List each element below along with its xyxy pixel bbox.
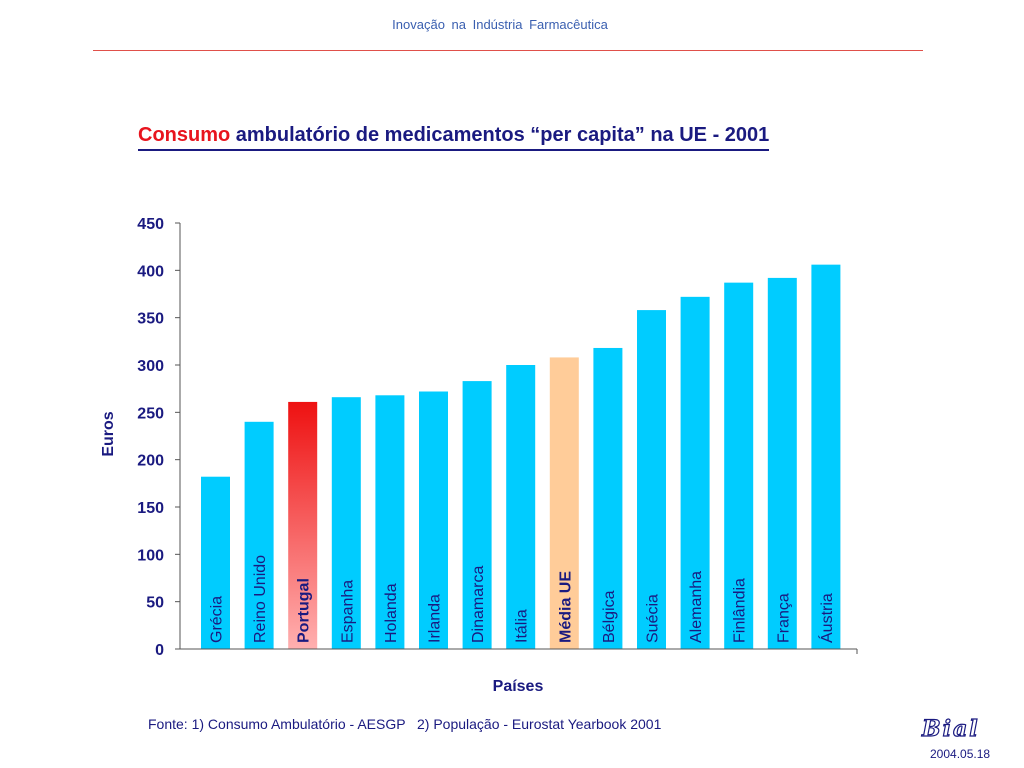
bar-label-finlandia: Finlândia (732, 578, 749, 643)
x-axis-label: Países (493, 678, 544, 695)
y-tick-label-350: 350 (137, 311, 164, 328)
bial-logo: Bial (921, 715, 980, 742)
bar-suecia (637, 310, 666, 649)
y-tick-label-50: 50 (146, 595, 164, 612)
y-tick-label-300: 300 (137, 358, 164, 375)
bar-reino-unido (244, 421, 274, 649)
bar-italia (506, 365, 536, 649)
bar-grecia (201, 476, 230, 649)
bar-label-suecia: Suécia (645, 594, 662, 643)
y-tick-label-250: 250 (137, 405, 164, 422)
bar-finlandia (724, 282, 754, 649)
chart-title-rest: ambulatório de medicamentos “per capita”… (230, 124, 770, 146)
bar-portugal (288, 401, 318, 649)
bar-label-espanha: Espanha (339, 580, 356, 643)
y-tick-label-450: 450 (137, 216, 164, 233)
y-axis-label: Euros (100, 411, 117, 456)
y-tick-label-200: 200 (137, 453, 164, 470)
header-rule (93, 50, 923, 51)
bar-label-grecia: Grécia (209, 596, 226, 643)
bar-label-portugal: Portugal (296, 578, 313, 643)
y-tick-label-0: 0 (155, 642, 164, 659)
slide-date: 2004.05.18 (930, 747, 991, 761)
chart-title: Consumo ambulatório de medicamentos “per… (138, 124, 770, 151)
bar-espanha (331, 397, 361, 649)
axes-group: 0 50 100 150 200 250 300 350 400 450 (137, 216, 858, 659)
bar-belgica (593, 347, 623, 649)
bar-label-franca: França (775, 593, 792, 643)
bar-label-italia: Itália (514, 609, 531, 643)
bar-franca (767, 277, 797, 649)
bar-holanda (375, 395, 405, 649)
bar-label-dinamarca: Dinamarca (470, 566, 487, 643)
bar-label-austria: Áustria (817, 593, 836, 643)
bar-label-belgica: Bélgica (601, 590, 618, 643)
y-tick-label-100: 100 (137, 547, 164, 564)
source-note: Fonte: 1) Consumo Ambulatório - AESGP 2)… (148, 716, 662, 732)
bar-irlanda (419, 391, 448, 649)
presentation-header: Inovação na Indústria Farmacêutica (392, 17, 608, 32)
bar-alemanha (680, 296, 710, 649)
bars-group: Grécia Reino Unido Portugal Espanha Holanda I… (201, 264, 841, 649)
bar-label-reino-unido: Reino Unido (252, 555, 269, 643)
bar-austria (811, 264, 841, 649)
bar-media-ue (549, 357, 579, 649)
bar-label-alemanha: Alemanha (688, 571, 705, 643)
bar-dinamarca (462, 381, 492, 649)
y-tick-label-150: 150 (137, 500, 164, 517)
bar-label-holanda: Holanda (383, 583, 400, 643)
bar-label-media-ue: Média UE (557, 571, 574, 643)
bar-label-irlanda: Irlanda (427, 594, 444, 643)
chart-title-accent: Consumo (138, 124, 231, 146)
y-tick-label-400: 400 (137, 263, 164, 280)
